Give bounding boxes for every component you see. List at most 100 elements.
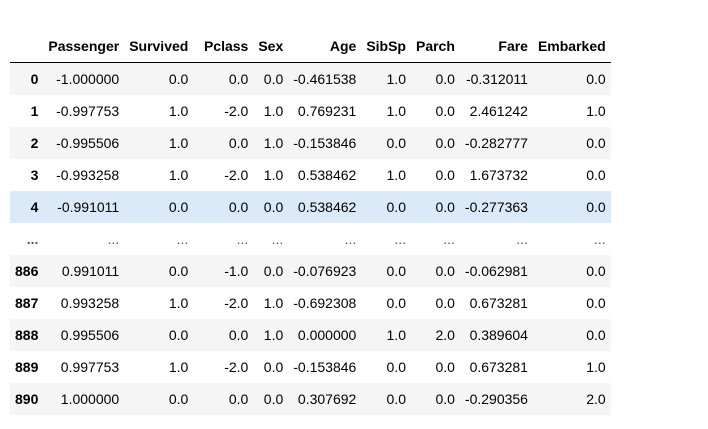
column-header-sibsp: SibSp [361, 30, 411, 63]
table-body: 0 -1.000000 0.0 0.0 0.0 -0.461538 1.0 0.0 -0.312… [10, 62, 611, 415]
table-cell: -0.153846 [293, 135, 357, 151]
row-index: 888 [15, 327, 39, 343]
column-header-survived: Survived [124, 30, 194, 63]
table-cell: -1.0 [224, 263, 249, 279]
row-index: 887 [15, 295, 39, 311]
table-cell: 0.0 [263, 359, 284, 375]
table-cell: 0.0 [435, 199, 455, 215]
table-cell: 0.769231 [297, 103, 357, 119]
table-cell: 0.0 [263, 263, 284, 279]
table-cell: ... [236, 231, 249, 247]
table-cell: 0.0 [263, 199, 284, 215]
row-index: 4 [30, 199, 39, 215]
table-cell: ... [443, 231, 455, 247]
table-cell: -0.312011 [465, 71, 528, 87]
table-cell: 0.0 [435, 71, 455, 87]
table-cell: 1.0 [168, 359, 189, 375]
table-cell: 0.0 [386, 391, 406, 407]
column-header-age: Age [288, 30, 362, 63]
table-cell: 0.0 [386, 263, 406, 279]
table-cell: 0.0 [586, 199, 606, 215]
column-header-fare: Fare [459, 30, 533, 63]
table-cell: 0.0 [228, 135, 249, 151]
table-cell: 0.307692 [297, 391, 357, 407]
column-header-passenger: Passenger [43, 30, 125, 63]
table-cell: 0.0 [228, 199, 249, 215]
table-cell: 0.0 [228, 71, 249, 87]
row-index: ... [26, 231, 39, 247]
table-cell: -0.991011 [57, 199, 120, 215]
table-row: 4 -0.991011 0.0 0.0 0.0 0.538462 0.0 0.0 -0.2773… [10, 191, 611, 223]
row-index: 0 [30, 71, 39, 87]
column-header-embarked: Embarked [532, 30, 611, 63]
table-cell: 0.0 [228, 391, 249, 407]
column-header-sex: Sex [253, 30, 289, 63]
row-index: 3 [30, 167, 39, 183]
table-cell: ... [394, 231, 406, 247]
table-cell: -0.076923 [293, 263, 357, 279]
table-cell: 0.0 [586, 135, 606, 151]
ellipsis-row: .............................. [10, 223, 611, 255]
table-cell: -0.997753 [56, 103, 120, 119]
table-cell: 0.991011 [61, 263, 120, 279]
table-cell: 0.000000 [297, 327, 357, 343]
table-cell: -0.995506 [56, 135, 120, 151]
table-cell: 0.0 [168, 391, 189, 407]
table-cell: 2.0 [435, 327, 455, 343]
dataframe-table: Passenger Survived Pclass Sex Age SibSp … [10, 30, 611, 415]
table-cell: 0.0 [586, 263, 606, 279]
table-cell: 1.0 [168, 295, 189, 311]
table-cell: 0.0 [263, 71, 284, 87]
table-cell: ... [176, 231, 189, 247]
table-cell: -0.062981 [464, 263, 528, 279]
table-cell: 0.0 [586, 327, 606, 343]
table-cell: -0.153846 [293, 359, 357, 375]
table-cell: 0.0 [435, 103, 455, 119]
table-cell: 0.0 [386, 199, 406, 215]
table-cell: ... [594, 231, 606, 247]
table-cell: 2.0 [586, 391, 606, 407]
table-cell: 1.0 [168, 167, 189, 183]
row-index: 886 [15, 263, 39, 279]
table-cell: 0.0 [168, 327, 189, 343]
table-cell: 1.0 [386, 327, 406, 343]
table-cell: 0.0 [435, 263, 455, 279]
row-index: 889 [15, 359, 39, 375]
table-cell: 0.0 [263, 391, 284, 407]
table-cell: 0.995506 [60, 327, 120, 343]
table-cell: 1.0 [386, 167, 406, 183]
table-header: Passenger Survived Pclass Sex Age SibSp … [10, 30, 611, 63]
table-cell: -0.290356 [464, 391, 528, 407]
table-cell: 1.0 [263, 295, 284, 311]
table-cell: -0.993258 [56, 167, 120, 183]
table-cell: 1.0 [263, 327, 284, 343]
header-row: Passenger Survived Pclass Sex Age SibSp … [10, 30, 611, 63]
table-cell: -0.282777 [464, 135, 528, 151]
table-cell: -2.0 [224, 103, 249, 119]
table-cell: -2.0 [224, 167, 249, 183]
table-row: 886 0.991011 0.0 -1.0 0.0 -0.076923 0.0 0.0 -0.0… [10, 255, 611, 287]
table-cell: 0.538462 [297, 167, 357, 183]
table-cell: 0.0 [386, 359, 406, 375]
table-cell: 0.389604 [469, 327, 528, 343]
table-row: 0 -1.000000 0.0 0.0 0.0 -0.461538 1.0 0.0 -0.312… [10, 62, 611, 95]
table-row: 887 0.993258 1.0 -2.0 1.0 -0.692308 0.0 0.0 0.67… [10, 287, 611, 319]
table-cell: 0.0 [168, 71, 189, 87]
table-cell: ... [344, 231, 357, 247]
table-cell: 0.673281 [469, 295, 528, 311]
table-cell: -1.000000 [56, 71, 120, 87]
table-cell: 0.0 [586, 167, 606, 183]
table-row: 890 1.000000 0.0 0.0 0.0 0.307692 0.0 0.0 -0.290… [10, 383, 611, 415]
table-cell: ... [271, 231, 284, 247]
column-header-parch: Parch [410, 30, 460, 63]
column-header-pclass: Pclass [193, 30, 254, 63]
table-cell: -2.0 [224, 359, 249, 375]
table-cell: 1.0 [168, 135, 189, 151]
table-cell: 0.0 [435, 359, 455, 375]
table-cell: 0.997753 [60, 359, 120, 375]
table-row: 1 -0.997753 1.0 -2.0 1.0 0.769231 1.0 0.0 2.4612… [10, 95, 611, 127]
table-cell: 0.993258 [60, 295, 120, 311]
table-cell: -0.461538 [293, 71, 357, 87]
table-cell: 1.0 [586, 103, 606, 119]
table-cell: -0.692308 [293, 295, 357, 311]
